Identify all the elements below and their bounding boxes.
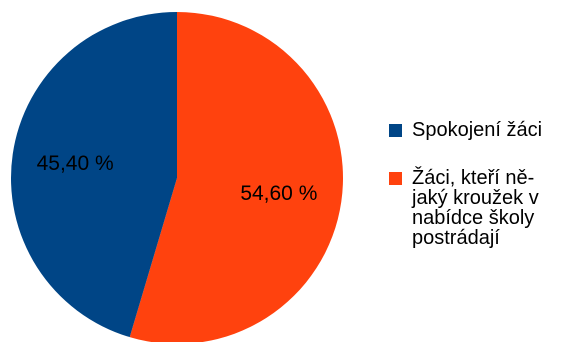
legend-label-zaci-postradaji: Žáci, kteří ně- jaký kroužek v nabídce š… xyxy=(412,167,539,249)
pie-slices xyxy=(11,12,343,342)
legend-item-spokojeni-zaci: Spokojení žáci xyxy=(386,120,582,140)
slice-label-spokojeni-zaci: 45,40 % xyxy=(37,152,114,175)
legend-swatch-spokojeni-zaci xyxy=(389,124,402,137)
legend-label-spokojeni-zaci: Spokojení žáci xyxy=(412,119,543,141)
legend-swatch-zaci-postradaji xyxy=(389,172,402,185)
legend: Spokojení žáci Žáci, kteří ně- jaký krou… xyxy=(386,120,582,276)
slice-zaci-postradaji xyxy=(129,12,343,342)
slice-label-zaci-postradaji: 54,60 % xyxy=(240,182,317,205)
pie-value-labels: 54,60 % 45,40 % xyxy=(37,152,318,205)
legend-item-zaci-postradaji: Žáci, kteří ně- jaký kroužek v nabídce š… xyxy=(386,168,582,248)
slice-spokojeni-zaci xyxy=(11,12,178,338)
